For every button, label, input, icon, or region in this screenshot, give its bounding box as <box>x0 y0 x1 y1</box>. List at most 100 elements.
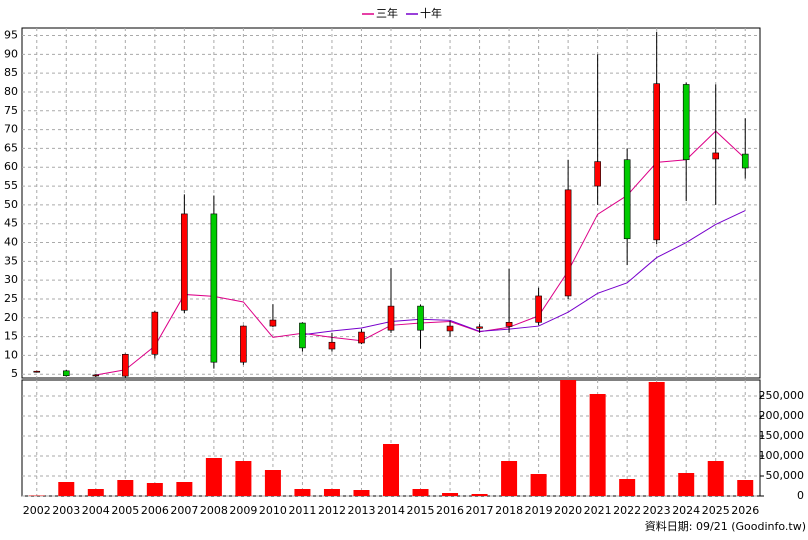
volume-bar <box>383 444 399 496</box>
y-tick-label: 75 <box>4 104 18 117</box>
footer: 資料日期: 09/21 (Goodinfo.tw) <box>645 519 806 533</box>
volume-bar <box>294 489 311 496</box>
y-tick-label: 30 <box>4 273 18 286</box>
volume-bar <box>589 394 606 496</box>
x-tick-label: 2017 <box>466 504 494 517</box>
volume-bar <box>412 489 429 496</box>
volume-bar <box>117 480 134 496</box>
x-tick-label: 2021 <box>584 504 612 517</box>
y-tick-label: 35 <box>4 254 18 267</box>
y2-tick-label: 100,000 <box>759 449 805 462</box>
x-tick-label: 2025 <box>702 504 730 517</box>
candle-body <box>564 189 572 297</box>
x-tick-label: 2018 <box>495 504 523 517</box>
x-tick-label: 2005 <box>111 504 139 517</box>
y2-tick-label: 200,000 <box>759 409 805 422</box>
candle-body <box>151 311 159 355</box>
volume-bar <box>707 461 724 496</box>
legend-label: 三年 <box>376 6 398 20</box>
x-tick-label: 2023 <box>643 504 671 517</box>
y-tick-label: 85 <box>4 66 18 79</box>
x-tick-label: 2014 <box>377 504 405 517</box>
x-tick-label: 2002 <box>23 504 51 517</box>
volume-bar <box>205 458 222 496</box>
x-tick-label: 2008 <box>200 504 228 517</box>
y2-tick-label: 0 <box>797 489 804 502</box>
candle-body <box>299 322 306 349</box>
x-tick-label: 2013 <box>347 504 375 517</box>
candle-body <box>535 295 542 323</box>
volume-bar <box>235 461 252 496</box>
volume-bar <box>648 382 665 496</box>
candle-body <box>387 305 395 331</box>
candle-body <box>712 152 720 160</box>
candle-body <box>122 353 129 377</box>
x-tick-label: 2010 <box>259 504 287 517</box>
candle-body <box>446 325 454 332</box>
x-tick-label: 2019 <box>525 504 553 517</box>
x-tick-label: 2004 <box>82 504 110 517</box>
y-tick-label: 25 <box>4 292 18 305</box>
volume-bar <box>146 483 163 496</box>
y-tick-label: 20 <box>4 311 18 324</box>
volume-bar <box>323 489 340 496</box>
x-tick-label: 2007 <box>170 504 198 517</box>
candle-body <box>358 331 365 344</box>
candle-body <box>594 161 601 187</box>
y-tick-label: 15 <box>4 330 18 343</box>
volume-bar <box>471 494 488 496</box>
candle-body <box>92 374 100 377</box>
volume-bar <box>353 490 370 496</box>
y-tick-label: 10 <box>4 348 18 361</box>
y2-tick-label: 150,000 <box>759 429 805 442</box>
candle-body <box>328 341 336 350</box>
x-tick-label: 2022 <box>613 504 641 517</box>
x-tick-label: 2009 <box>229 504 257 517</box>
x-tick-label: 2024 <box>672 504 700 517</box>
x-tick-label: 2006 <box>141 504 169 517</box>
candle-body <box>33 370 41 373</box>
candle-body <box>240 325 247 363</box>
y-tick-label: 55 <box>4 179 18 192</box>
x-tick-label: 2016 <box>436 504 464 517</box>
y-tick-label: 65 <box>4 141 18 154</box>
y-tick-label: 50 <box>4 198 18 211</box>
y-tick-label: 40 <box>4 236 18 249</box>
y-tick-label: 95 <box>4 29 18 42</box>
candle-body <box>269 319 277 327</box>
volume-bar <box>501 461 518 496</box>
volume-bar <box>530 474 547 496</box>
y-tick-label: 45 <box>4 217 18 230</box>
x-tick-label: 2015 <box>407 504 435 517</box>
candle-body <box>623 159 631 240</box>
legend-label: 十年 <box>420 6 442 20</box>
ma-line <box>302 210 746 336</box>
y-tick-label: 90 <box>4 47 18 60</box>
x-tick-label: 2012 <box>318 504 346 517</box>
candle-body <box>476 326 483 329</box>
candle-body <box>653 83 660 241</box>
candle-body <box>181 213 188 311</box>
volume-bar <box>619 479 636 496</box>
x-tick-label: 2026 <box>731 504 759 517</box>
x-tick-label: 2020 <box>554 504 582 517</box>
y2-tick-label: 250,000 <box>759 389 805 402</box>
candle-body <box>62 370 70 377</box>
volume-bar <box>678 473 695 496</box>
volume-bar <box>87 489 104 496</box>
candle-body <box>505 322 513 327</box>
candle-body <box>210 213 218 363</box>
candle-body <box>682 84 690 161</box>
x-tick-label: 2011 <box>288 504 316 517</box>
volume-bar <box>442 493 459 496</box>
y-tick-label: 5 <box>11 367 18 380</box>
y2-tick-label: 50,000 <box>766 469 805 482</box>
volume-bar <box>176 482 193 496</box>
y-tick-label: 60 <box>4 160 18 173</box>
volume-bar <box>58 482 75 496</box>
x-tick-label: 2003 <box>52 504 80 517</box>
y-tick-label: 80 <box>4 85 18 98</box>
y-tick-label: 70 <box>4 123 18 136</box>
candle-body <box>417 305 424 331</box>
